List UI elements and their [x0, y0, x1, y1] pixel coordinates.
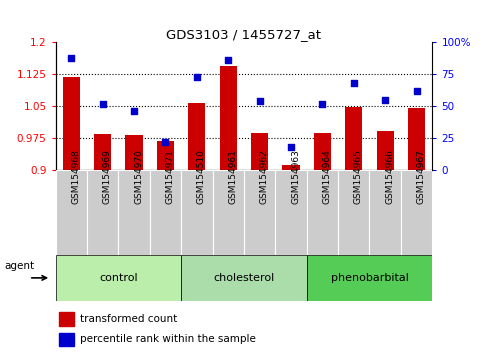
Bar: [56, 255, 181, 301]
Bar: [251, 132, 268, 170]
Bar: [59, 312, 74, 326]
Text: GSM154970: GSM154970: [134, 149, 143, 204]
Point: [161, 139, 170, 145]
Bar: [94, 134, 111, 170]
Text: GSM154964: GSM154964: [323, 149, 331, 204]
Point: [68, 55, 75, 61]
Text: GSM154963: GSM154963: [291, 149, 300, 204]
Point: [224, 57, 232, 63]
Bar: [118, 170, 150, 255]
Text: GSM154961: GSM154961: [228, 149, 237, 204]
Point: [382, 97, 389, 103]
Text: control: control: [99, 273, 138, 283]
Bar: [157, 141, 174, 170]
Bar: [377, 131, 394, 170]
Point: [256, 98, 264, 104]
Text: phenobarbital: phenobarbital: [330, 273, 409, 283]
Bar: [369, 170, 401, 255]
Bar: [307, 255, 432, 301]
Title: GDS3103 / 1455727_at: GDS3103 / 1455727_at: [167, 28, 321, 41]
Point: [319, 101, 327, 107]
Bar: [63, 77, 80, 170]
Bar: [126, 135, 142, 170]
Text: GSM154967: GSM154967: [416, 149, 426, 204]
Bar: [56, 170, 87, 255]
Point: [287, 144, 295, 150]
Bar: [408, 108, 425, 170]
Text: GSM154510: GSM154510: [197, 149, 206, 204]
Bar: [275, 170, 307, 255]
Point: [99, 101, 107, 107]
Bar: [401, 170, 432, 255]
Bar: [314, 133, 331, 170]
Text: GSM154966: GSM154966: [385, 149, 394, 204]
Bar: [283, 165, 299, 170]
Bar: [338, 170, 369, 255]
Text: transformed count: transformed count: [80, 314, 177, 324]
Bar: [220, 66, 237, 170]
Text: GSM154968: GSM154968: [71, 149, 80, 204]
Bar: [345, 107, 362, 170]
Bar: [150, 170, 181, 255]
Point: [412, 88, 420, 94]
Text: GSM154971: GSM154971: [165, 149, 174, 204]
Text: GSM154962: GSM154962: [260, 149, 269, 204]
Bar: [213, 170, 244, 255]
Bar: [181, 255, 307, 301]
Text: cholesterol: cholesterol: [213, 273, 274, 283]
Text: percentile rank within the sample: percentile rank within the sample: [80, 335, 256, 344]
Point: [130, 108, 138, 114]
Bar: [87, 170, 118, 255]
Bar: [188, 103, 205, 170]
Text: agent: agent: [4, 261, 35, 272]
Bar: [59, 333, 74, 346]
Text: GSM154969: GSM154969: [103, 149, 112, 204]
Bar: [181, 170, 213, 255]
Point: [350, 80, 357, 86]
Bar: [244, 170, 275, 255]
Point: [193, 74, 201, 80]
Bar: [307, 170, 338, 255]
Text: GSM154965: GSM154965: [354, 149, 363, 204]
